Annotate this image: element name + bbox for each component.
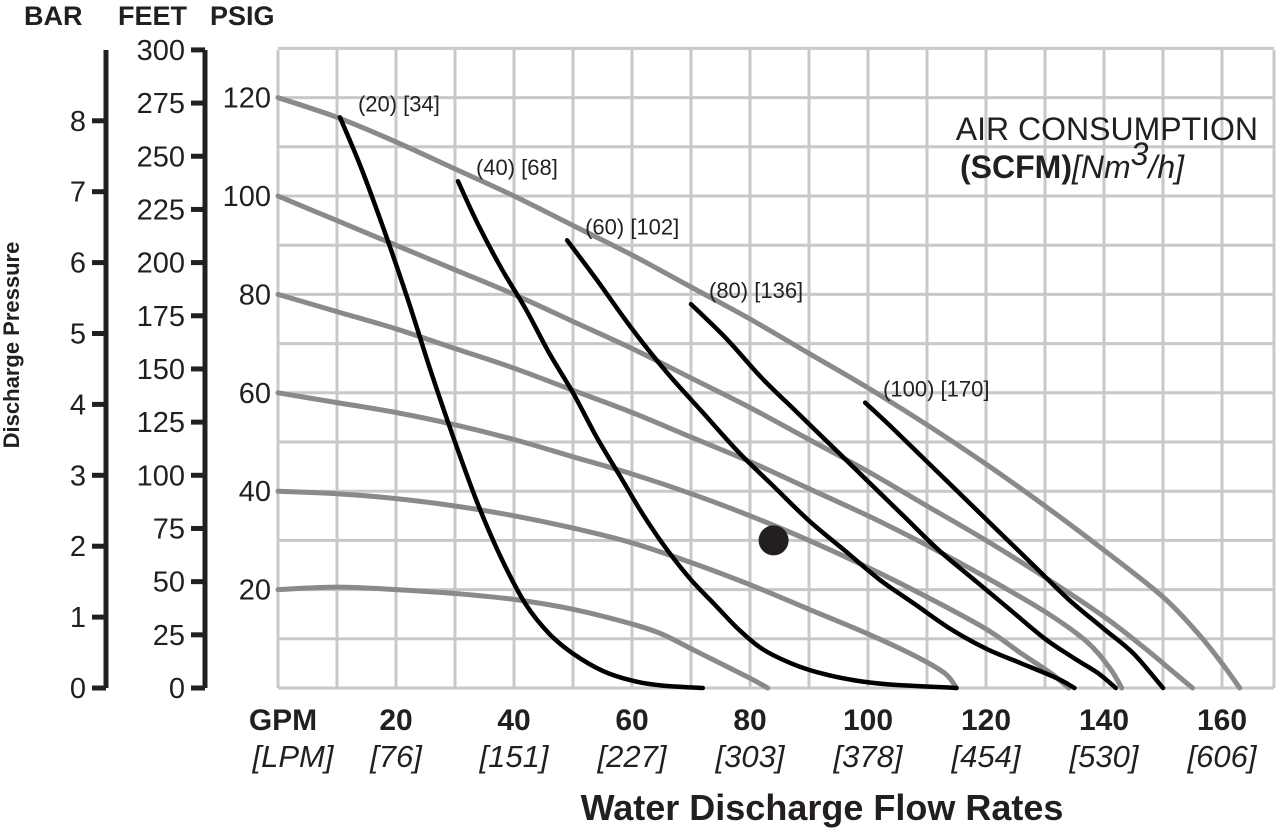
x-tick-label-lpm: [454]	[951, 739, 1022, 774]
psig-tick-label: 60	[239, 378, 271, 410]
feet-tick-label: 200	[137, 248, 185, 280]
pressure-curve-6	[275, 584, 771, 691]
x-tick-label-lpm: [378]	[833, 739, 904, 774]
bar-axis-header: BAR	[24, 1, 83, 31]
bar-tick-label: 1	[70, 602, 86, 634]
axes	[92, 47, 208, 691]
x-unit-lpm: [LPM]	[252, 739, 335, 774]
x-tick-label-lpm: [606]	[1187, 739, 1258, 774]
air-consumption-curves: (20) [34] (40) [68] (60) [102] (80) [136] (1…	[337, 91, 1166, 691]
legend-unit-per-h: /h]	[1146, 149, 1185, 185]
air-curve-1	[337, 115, 706, 691]
air-curve-label-5: (100) [170]	[883, 377, 989, 402]
feet-tick-label: 300	[137, 35, 185, 67]
x-tick-label-gpm: 100	[843, 704, 893, 737]
psig-tick-label: 20	[239, 575, 271, 607]
feet-tick-label: 225	[137, 194, 185, 226]
feet-tick-label: 250	[137, 141, 185, 173]
bar-tick-label: 7	[70, 177, 86, 209]
feet-axis-header: FEET	[118, 1, 188, 31]
x-tick-label-gpm: 60	[615, 704, 648, 737]
air-curve-label-4: (80) [136]	[709, 278, 803, 303]
x-axis-title: Water Discharge Flow Rates	[581, 787, 1064, 828]
legend-unit: (SCFM)[Nm3/h]	[960, 136, 1185, 185]
bar-tick-label: 0	[70, 673, 86, 705]
legend: AIR CONSUMPTION (SCFM)[Nm3/h]	[956, 111, 1258, 185]
air-curve-3	[564, 238, 1077, 691]
x-tick-label-lpm: [151]	[479, 739, 550, 774]
feet-tick-label: 150	[137, 354, 185, 386]
x-tick-label-gpm: 20	[379, 704, 412, 737]
air-curve-5	[862, 400, 1166, 691]
y-axis-title: Discharge Pressure	[0, 242, 24, 449]
legend-unit-sup: 3	[1131, 136, 1149, 172]
pressure-curve-3	[275, 291, 1125, 691]
tick-labels: 0123456780255075100125150175200225250275…	[70, 35, 1258, 774]
pressure-curve-2	[275, 193, 1195, 691]
pressure-curve-1	[275, 95, 1243, 691]
air-curve-2	[455, 178, 959, 691]
x-tick-label-lpm: [303]	[715, 739, 786, 774]
psig-tick-label: 80	[239, 279, 271, 311]
x-tick-label-gpm: 40	[497, 704, 530, 737]
bar-tick-label: 6	[70, 248, 86, 280]
pressure-curves	[275, 95, 1243, 691]
x-tick-label-gpm: 140	[1079, 704, 1129, 737]
feet-tick-label: 25	[153, 620, 185, 652]
x-tick-label-gpm: 120	[961, 704, 1011, 737]
bar-tick-label: 8	[70, 106, 86, 138]
pressure-curve-5	[275, 488, 959, 691]
x-tick-label-gpm: 160	[1197, 704, 1247, 737]
legend-unit-nm: [Nm	[1071, 149, 1131, 185]
feet-tick-label: 100	[137, 460, 185, 492]
x-unit-gpm: GPM	[249, 704, 317, 737]
psig-tick-label: 40	[239, 476, 271, 508]
air-curve-label-3: (60) [102]	[585, 214, 679, 239]
x-tick-label-gpm: 80	[733, 704, 766, 737]
x-tick-label-lpm: [76]	[369, 739, 423, 774]
operating-point-marker	[758, 525, 789, 556]
pressure-curve-4	[275, 390, 1072, 691]
x-tick-label-lpm: [530]	[1069, 739, 1140, 774]
feet-tick-label: 50	[153, 567, 185, 599]
psig-axis-header: PSIG	[210, 1, 275, 31]
feet-tick-label: 275	[137, 88, 185, 120]
feet-tick-label: 0	[169, 673, 185, 705]
bar-tick-label: 4	[70, 389, 86, 421]
feet-tick-label: 125	[137, 407, 185, 439]
air-curve-4	[688, 301, 1119, 691]
bar-tick-label: 2	[70, 531, 86, 563]
psig-tick-label: 100	[223, 181, 271, 213]
psig-tick-label: 120	[223, 83, 271, 115]
legend-unit-scfm: (SCFM)	[960, 149, 1072, 185]
air-curve-label-2: (40) [68]	[476, 155, 558, 180]
bar-tick-label: 5	[70, 319, 86, 351]
legend-title: AIR CONSUMPTION	[956, 111, 1258, 147]
x-tick-label-lpm: [227]	[597, 739, 668, 774]
bar-tick-label: 3	[70, 460, 86, 492]
air-curve-label-1: (20) [34]	[358, 91, 440, 116]
feet-tick-label: 175	[137, 301, 185, 333]
feet-tick-label: 75	[153, 513, 185, 545]
